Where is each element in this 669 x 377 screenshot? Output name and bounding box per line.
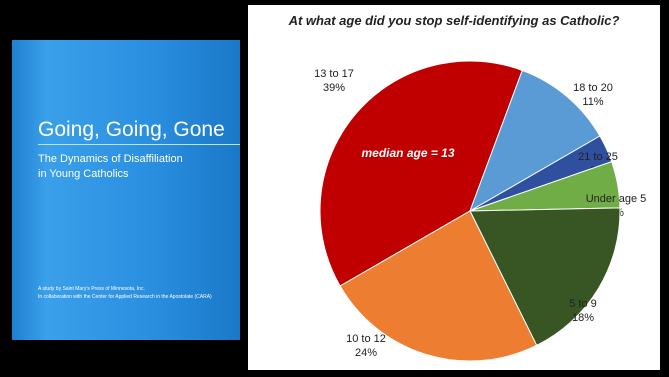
- credit-line: A study by Saint Mary's Press of Minneso…: [38, 286, 145, 292]
- credit-line: In collaboration with the Center for App…: [38, 294, 212, 300]
- slice-label: 18 to 20: [573, 82, 613, 94]
- slice-value-label: 24%: [355, 347, 377, 359]
- annotation: median age = 13: [361, 146, 454, 160]
- slice-value-label: 11%: [582, 96, 603, 108]
- slice-value-label: 39%: [323, 82, 345, 94]
- pie-slice: [339, 210, 538, 362]
- slice-value-label: 18%: [572, 312, 594, 324]
- subtitle-line: in Young Catholics: [38, 168, 129, 180]
- cover-rule: [38, 144, 240, 145]
- cover-title: Going, Going, Gone: [38, 118, 225, 141]
- slice-label: 5 to 9: [569, 298, 597, 310]
- chart-panel: At what age did you stop self-identifyin…: [248, 5, 660, 370]
- chart-title: At what age did you stop self-identifyin…: [288, 13, 620, 28]
- pie-slice: [319, 60, 523, 287]
- cover-credit: A study by Saint Mary's Press of Minneso…: [38, 285, 212, 301]
- slice-label: 13 to 17: [314, 68, 354, 80]
- slice-label: 21 to 25: [578, 151, 618, 163]
- slice-label: 10 to 12: [346, 333, 386, 345]
- subtitle-line: The Dynamics of Disaffiliation: [38, 153, 183, 165]
- pie-slice: [469, 207, 621, 347]
- cover-subtitle: The Dynamics of Disaffiliation in Young …: [38, 152, 183, 182]
- book-cover: Going, Going, Gone The Dynamics of Disaf…: [12, 40, 240, 340]
- chart: At what age did you stop self-identifyin…: [288, 13, 647, 362]
- slice-label: Under age 5: [586, 193, 647, 205]
- pie-slice: [469, 69, 601, 213]
